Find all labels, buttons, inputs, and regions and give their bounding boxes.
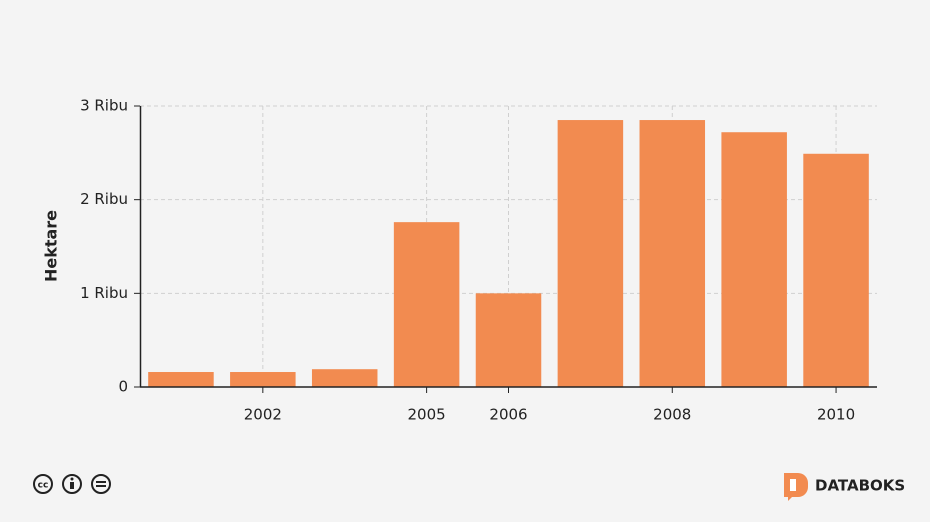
bar bbox=[803, 153, 869, 387]
brand-name: DATABOKS bbox=[815, 477, 905, 495]
bar bbox=[639, 120, 706, 388]
x-tick-label: 2006 bbox=[489, 406, 527, 424]
x-tick-label: 2002 bbox=[244, 406, 282, 424]
bar bbox=[721, 132, 787, 387]
bar bbox=[311, 369, 378, 387]
bar bbox=[230, 372, 296, 387]
brand-logo bbox=[784, 473, 808, 501]
x-tick-label: 2008 bbox=[653, 406, 691, 424]
x-tick-label: 2010 bbox=[817, 406, 855, 424]
y-tick-label: 0 bbox=[118, 378, 128, 396]
y-tick-label: 1 Ribu bbox=[80, 284, 128, 302]
y-tick-label: 3 Ribu bbox=[80, 97, 128, 115]
svg-text:cc: cc bbox=[38, 481, 49, 491]
bar bbox=[393, 222, 460, 387]
x-tick-label: 2005 bbox=[408, 406, 446, 424]
bar bbox=[475, 293, 542, 387]
y-tick-label: 2 Ribu bbox=[80, 190, 128, 208]
license-icons: cc bbox=[33, 474, 111, 494]
bar bbox=[557, 120, 624, 388]
y-axis-label: Hektare bbox=[42, 210, 61, 282]
bar bbox=[148, 372, 214, 387]
